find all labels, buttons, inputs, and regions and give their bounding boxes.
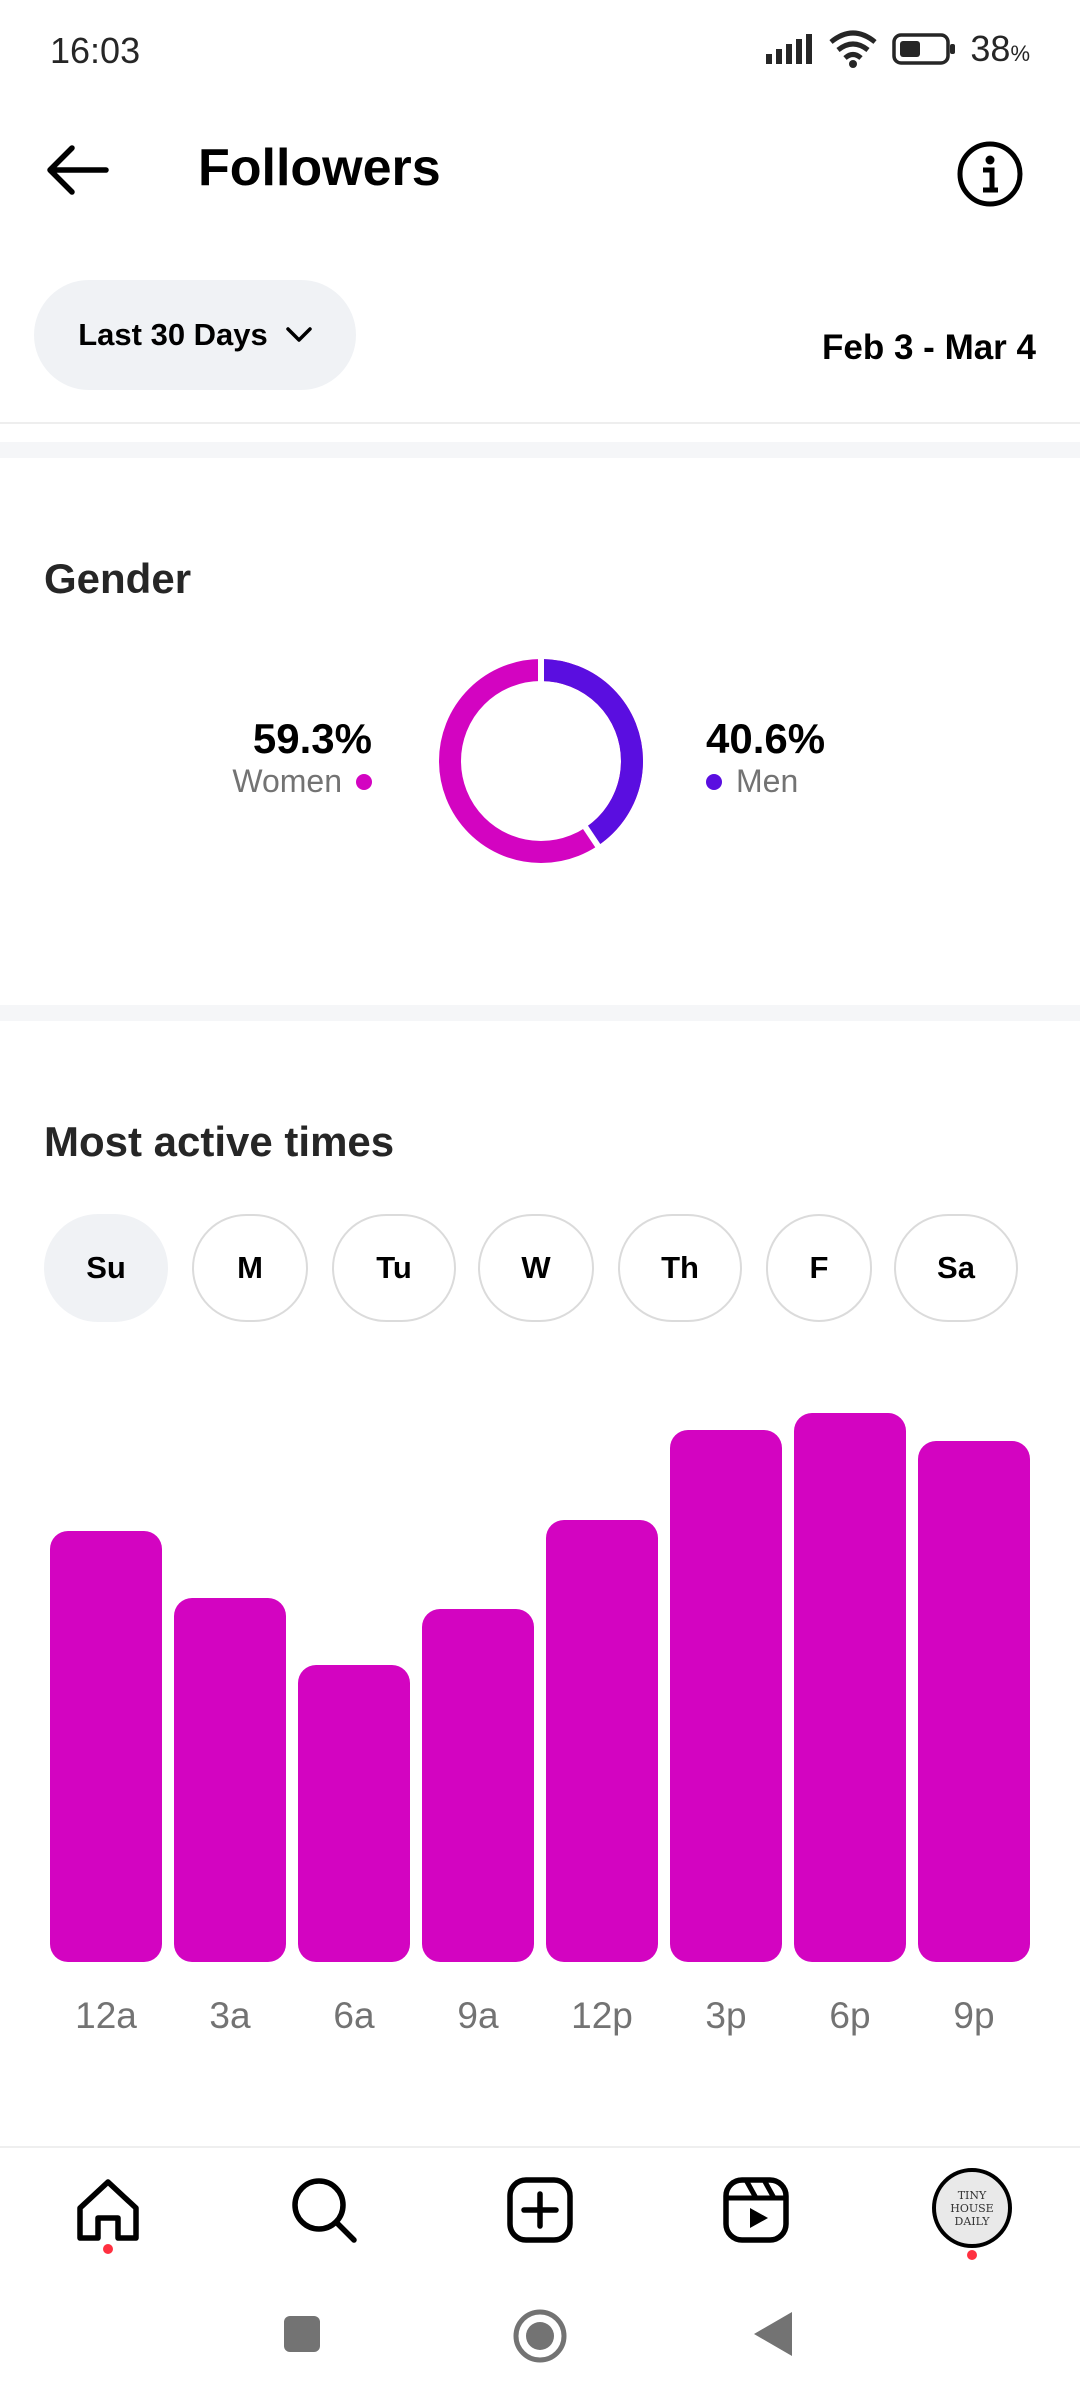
section-separator bbox=[0, 442, 1080, 458]
avatar-logo-text: TINY HOUSE DAILY bbox=[950, 2188, 994, 2228]
x-tick-label: 12a bbox=[75, 1995, 137, 2036]
home-notification-dot bbox=[103, 2244, 113, 2254]
x-tick-label: 12p bbox=[571, 1995, 633, 2036]
active-times-title: Most active times bbox=[44, 1118, 395, 1165]
men-percent: 40.6% bbox=[706, 715, 826, 762]
active-times-chart: 12a 3a 6a 9a 12p 3p 6p 9p bbox=[50, 1413, 1030, 2036]
divider bbox=[0, 422, 1080, 424]
wifi-icon bbox=[829, 30, 877, 68]
date-range-dropdown[interactable]: Last 30 Days bbox=[34, 280, 356, 390]
section-separator bbox=[0, 1005, 1080, 1021]
search-icon[interactable] bbox=[288, 2174, 360, 2246]
bar-9a[interactable] bbox=[422, 1609, 534, 1962]
bar-3a[interactable] bbox=[174, 1598, 286, 1962]
signal-icon bbox=[766, 34, 813, 64]
bar-12a[interactable] bbox=[50, 1530, 162, 1962]
day-chip-sa[interactable]: Sa bbox=[894, 1214, 1018, 1322]
back-arrow-icon[interactable] bbox=[42, 140, 112, 200]
profile-avatar[interactable]: TINY HOUSE DAILY bbox=[932, 2168, 1012, 2248]
x-tick-label: 3p bbox=[705, 1995, 747, 2036]
bar-9p[interactable] bbox=[918, 1441, 1030, 1962]
home-system-icon[interactable] bbox=[512, 2308, 568, 2364]
men-legend-dot bbox=[706, 773, 722, 790]
chevron-down-icon bbox=[286, 327, 312, 342]
bar-6p[interactable] bbox=[794, 1413, 906, 1962]
create-icon[interactable] bbox=[504, 2174, 576, 2246]
day-chip-f[interactable]: F bbox=[766, 1214, 872, 1322]
x-tick-label: 6p bbox=[829, 1995, 871, 2036]
status-time: 16:03 bbox=[50, 30, 141, 71]
women-percent: 59.3% bbox=[252, 715, 372, 762]
men-stat: 40.6% Men bbox=[706, 715, 825, 800]
gender-title: Gender bbox=[44, 555, 192, 602]
battery-icon bbox=[892, 33, 956, 65]
x-tick-label: 9a bbox=[457, 1995, 499, 2036]
women-label: Women bbox=[232, 763, 342, 799]
page-title: Followers bbox=[198, 139, 441, 197]
back-system-icon[interactable] bbox=[752, 2310, 794, 2358]
info-icon[interactable] bbox=[956, 140, 1024, 208]
status-icons: 38% bbox=[764, 28, 1030, 70]
day-chip-th[interactable]: Th bbox=[618, 1214, 742, 1322]
day-chip-w[interactable]: W bbox=[478, 1214, 594, 1322]
home-icon[interactable] bbox=[72, 2174, 144, 2246]
women-stat: 59.3% Women bbox=[232, 715, 372, 800]
bottom-nav-divider bbox=[0, 2146, 1080, 2148]
day-chip-tu[interactable]: Tu bbox=[332, 1214, 456, 1322]
donut-hole bbox=[462, 682, 620, 840]
women-legend-dot bbox=[356, 773, 372, 790]
date-range-text: Feb 3 - Mar 4 bbox=[822, 328, 1036, 367]
gender-donut-chart bbox=[439, 658, 643, 863]
bar-12p[interactable] bbox=[546, 1519, 658, 1962]
bar-3p[interactable] bbox=[670, 1430, 782, 1962]
x-tick-label: 6a bbox=[333, 1995, 375, 2036]
date-range-label: Last 30 Days bbox=[78, 317, 268, 352]
x-tick-label: 9p bbox=[953, 1995, 995, 2036]
day-chip-m[interactable]: M bbox=[192, 1214, 308, 1322]
battery-percent: 38% bbox=[970, 28, 1030, 69]
men-label: Men bbox=[736, 763, 799, 799]
day-chip-su[interactable]: Su bbox=[44, 1214, 168, 1322]
profile-notification-dot bbox=[967, 2250, 977, 2260]
bar-6a[interactable] bbox=[298, 1665, 410, 1962]
x-tick-label: 3a bbox=[209, 1995, 251, 2036]
reels-icon[interactable] bbox=[720, 2174, 792, 2246]
recent-apps-icon[interactable] bbox=[282, 2314, 322, 2354]
